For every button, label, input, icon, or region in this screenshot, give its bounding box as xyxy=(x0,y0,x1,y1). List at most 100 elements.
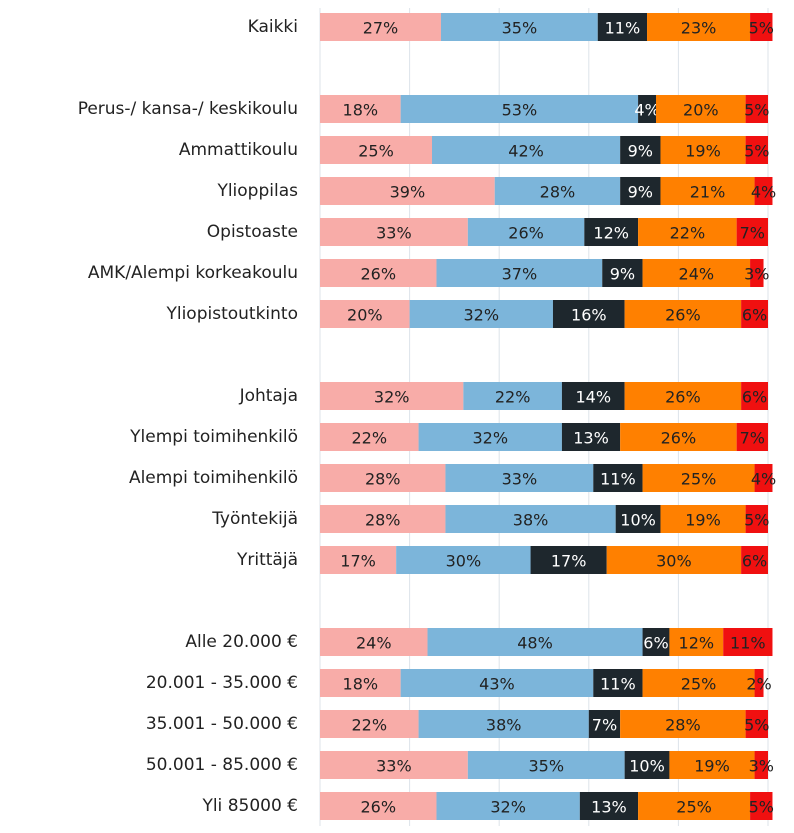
value-label: 11% xyxy=(600,675,636,694)
bar-segment xyxy=(597,13,648,41)
bar-segment xyxy=(620,177,661,205)
bar-segment xyxy=(579,792,639,820)
value-label: 38% xyxy=(486,716,522,735)
value-label: 26% xyxy=(508,224,544,243)
value-label: 19% xyxy=(685,511,721,530)
bar-segment xyxy=(606,546,742,574)
value-label: 22% xyxy=(670,224,706,243)
value-label: 53% xyxy=(502,101,538,120)
value-label: 39% xyxy=(390,183,426,202)
value-label: 21% xyxy=(690,183,726,202)
bar-segment xyxy=(741,382,768,410)
category-label: 20.001 - 35.000 € xyxy=(146,673,298,693)
bar-segment xyxy=(660,136,746,164)
bar-segment xyxy=(638,792,751,820)
value-label: 30% xyxy=(446,552,482,571)
value-label: 33% xyxy=(502,470,538,489)
bar-segment xyxy=(445,505,616,533)
value-label: 28% xyxy=(540,183,576,202)
category-label: AMK/Alempi korkeakoulu xyxy=(88,263,298,283)
bar-segment xyxy=(400,95,639,123)
bar-segment xyxy=(494,177,621,205)
value-label: 5% xyxy=(744,716,769,735)
bar-segment xyxy=(320,546,397,574)
bar-segment xyxy=(745,136,768,164)
value-label: 33% xyxy=(376,757,412,776)
value-label: 25% xyxy=(358,142,394,161)
bar-segment xyxy=(320,300,410,328)
bar-segment xyxy=(561,423,621,451)
value-label: 6% xyxy=(742,388,767,407)
bar-segment xyxy=(656,95,746,123)
value-label: 5% xyxy=(749,19,774,38)
value-label: 12% xyxy=(679,634,715,653)
value-label: 3% xyxy=(744,265,769,284)
category-label: Alle 20.000 € xyxy=(185,632,298,652)
category-label: Opistoaste xyxy=(207,222,298,242)
value-label: 4% xyxy=(634,101,659,120)
value-label: 11% xyxy=(605,19,641,38)
bar-segment xyxy=(642,464,755,492)
bar-segment xyxy=(530,546,607,574)
category-label: 35.001 - 50.000 € xyxy=(146,714,298,734)
bar-segment xyxy=(620,710,746,738)
bar-segment xyxy=(320,669,401,697)
bar-segment xyxy=(418,423,562,451)
bar-segment xyxy=(320,136,432,164)
bar-segment xyxy=(669,751,755,779)
bar-segment xyxy=(638,95,656,123)
category-label: Ammattikoulu xyxy=(179,140,298,160)
category-label: Perus-/ kansa-/ keskikoulu xyxy=(78,99,298,119)
bar-segment xyxy=(741,300,768,328)
value-label: 9% xyxy=(628,183,653,202)
bar-segment xyxy=(320,464,446,492)
bar-segment xyxy=(593,464,643,492)
value-label: 22% xyxy=(351,429,387,448)
bar-segment xyxy=(642,259,751,287)
value-label: 26% xyxy=(661,429,697,448)
bar-segment xyxy=(745,710,768,738)
value-label: 35% xyxy=(528,757,564,776)
bar-segment xyxy=(624,751,670,779)
value-label: 32% xyxy=(374,388,410,407)
bar-segment xyxy=(561,382,625,410)
value-label: 13% xyxy=(591,798,627,817)
bar-segment xyxy=(642,669,755,697)
value-label: 35% xyxy=(502,19,538,38)
value-label: 43% xyxy=(479,675,515,694)
bar-segment xyxy=(463,382,562,410)
category-label: Yli 85000 € xyxy=(201,796,298,816)
value-label: 26% xyxy=(360,798,396,817)
category-label: Yrittäjä xyxy=(236,550,298,570)
bar-segment xyxy=(624,300,742,328)
category-label: 50.001 - 85.000 € xyxy=(146,755,298,775)
value-label: 7% xyxy=(740,429,765,448)
bar-segment xyxy=(615,505,661,533)
bar-segment xyxy=(400,669,594,697)
value-label: 23% xyxy=(681,19,717,38)
value-label: 6% xyxy=(742,306,767,325)
value-label: 6% xyxy=(742,552,767,571)
bar-segment xyxy=(320,423,419,451)
value-label: 25% xyxy=(676,798,712,817)
bar-segment xyxy=(427,628,643,656)
bar-segment xyxy=(638,218,737,246)
value-label: 38% xyxy=(513,511,549,530)
value-label: 7% xyxy=(740,224,765,243)
value-label: 22% xyxy=(495,388,531,407)
bar-segment xyxy=(754,177,773,205)
value-label: 24% xyxy=(679,265,715,284)
bar-segment xyxy=(593,669,643,697)
bar-segment xyxy=(745,95,768,123)
bar-segment xyxy=(745,505,768,533)
category-label: Yliopistoutkinto xyxy=(165,304,298,324)
value-label: 37% xyxy=(502,265,538,284)
value-label: 26% xyxy=(360,265,396,284)
value-label: 7% xyxy=(592,716,617,735)
value-label: 5% xyxy=(744,511,769,530)
value-label: 19% xyxy=(694,757,730,776)
category-label: Työntekijä xyxy=(211,509,298,529)
bar-segment xyxy=(723,628,773,656)
bar-segment xyxy=(440,13,598,41)
